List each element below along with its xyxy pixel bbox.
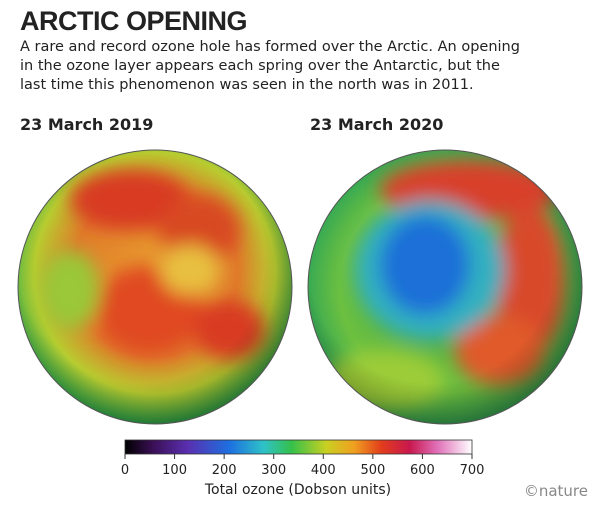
colorbar-label: Total ozone (Dobson units)	[204, 482, 391, 498]
subtitle: A rare and record ozone hole has formed …	[20, 39, 520, 55]
globe-outline	[17, 149, 293, 425]
colorbar	[124, 439, 473, 455]
tick-label: 0	[121, 463, 129, 478]
tick-label: 100	[162, 463, 187, 478]
tick-label: 200	[212, 463, 237, 478]
subtitle: last time this phenomenon was seen in th…	[20, 77, 474, 93]
globe-2019	[18, 150, 292, 424]
tick-label: 700	[460, 463, 485, 478]
tick-label: 500	[360, 463, 385, 478]
map-label: 23 March 2020	[310, 115, 443, 134]
colorbar-ticks: 0 100 200 300 400 500 600 700	[121, 454, 485, 478]
map-label: 23 March 2019	[20, 115, 153, 134]
globe-outline	[307, 149, 583, 425]
tick-label: 600	[410, 463, 435, 478]
tick-label: 400	[311, 463, 336, 478]
title: ARCTIC OPENING	[20, 6, 247, 36]
subtitle: in the ozone layer appears each spring o…	[20, 58, 500, 74]
tick-label: 300	[261, 463, 286, 478]
credit: ©nature	[524, 482, 588, 500]
globe-2020	[308, 150, 582, 424]
